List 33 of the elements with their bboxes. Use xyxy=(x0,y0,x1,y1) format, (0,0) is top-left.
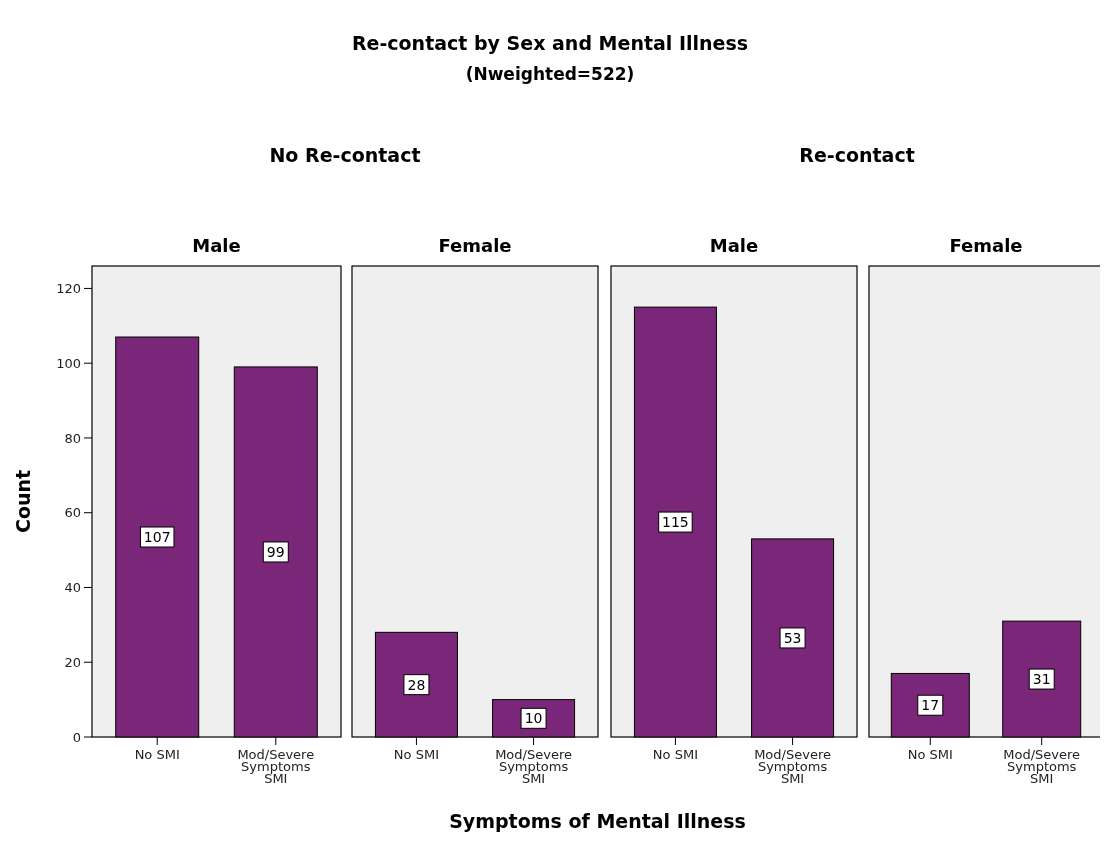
x-tick-label: No SMI xyxy=(134,747,180,762)
x-tick-label: No SMI xyxy=(393,747,439,762)
text: (Nweighted=522) xyxy=(465,64,635,84)
x-tick-label: Mod/Severe Symptoms SMI xyxy=(754,747,831,786)
x-tick-label: No SMI xyxy=(907,747,953,762)
y-tick-label: 20 xyxy=(64,654,81,670)
chart-title: Male xyxy=(709,235,759,256)
chart-title: Female xyxy=(949,235,1023,256)
x-tick-label: No SMI xyxy=(652,747,698,762)
chart-title: Female xyxy=(438,235,512,256)
x-tick-label: Mod/Severe Symptoms SMI xyxy=(1003,747,1081,786)
data-label: 99 xyxy=(266,543,285,560)
chart-title: Male xyxy=(192,235,241,256)
data-label: 53 xyxy=(783,629,802,646)
y-axis-title: Count xyxy=(12,469,34,534)
data-label: 28 xyxy=(407,676,426,693)
text: Re-contact by Sex and Mental Illness xyxy=(351,32,749,54)
y-tick-label: 60 xyxy=(64,505,81,521)
y-tick-label: 0 xyxy=(72,729,81,745)
y-tick-label: 80 xyxy=(64,430,81,446)
data-label: 107 xyxy=(143,528,171,545)
y-tick-label: 100 xyxy=(56,355,81,371)
text: Re-contact xyxy=(799,144,915,166)
text: No Re-contact xyxy=(269,144,421,166)
data-label: 31 xyxy=(1032,670,1051,687)
x-tick-label: Mod/Severe Symptoms SMI xyxy=(495,747,572,786)
data-label: 17 xyxy=(921,697,940,714)
y-tick-label: 120 xyxy=(56,280,81,296)
x-tick-label: Mod/Severe Symptoms SMI xyxy=(237,747,315,786)
data-label: 10 xyxy=(524,710,543,727)
data-label: 115 xyxy=(662,513,689,530)
y-tick-label: 40 xyxy=(64,580,81,596)
text: Symptoms of Mental Illness xyxy=(449,810,746,832)
